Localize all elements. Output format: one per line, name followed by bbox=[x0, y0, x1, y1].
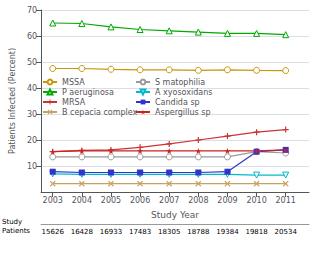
svg-text:Candida sp: Candida sp bbox=[155, 98, 200, 107]
svg-text:A xyosoxidans: A xyosoxidans bbox=[155, 88, 212, 97]
svg-text:2008: 2008 bbox=[188, 196, 208, 205]
svg-text:2006: 2006 bbox=[130, 196, 150, 205]
svg-text:18305: 18305 bbox=[158, 228, 180, 236]
svg-text:2009: 2009 bbox=[217, 196, 237, 205]
svg-text:Study Year: Study Year bbox=[151, 210, 199, 220]
svg-text:40: 40 bbox=[27, 84, 37, 93]
svg-text:30: 30 bbox=[27, 110, 37, 119]
svg-text:Aspergillus sp: Aspergillus sp bbox=[155, 108, 211, 117]
svg-text:Patients Infected (Percent): Patients Infected (Percent) bbox=[8, 48, 17, 154]
svg-text:20: 20 bbox=[27, 136, 37, 145]
svg-text:16933: 16933 bbox=[100, 228, 122, 236]
svg-text:17483: 17483 bbox=[129, 228, 151, 236]
svg-text:P aeruginosa: P aeruginosa bbox=[62, 88, 114, 97]
svg-text:MRSA: MRSA bbox=[62, 98, 86, 107]
svg-text:20534: 20534 bbox=[275, 228, 298, 236]
svg-text:2003: 2003 bbox=[43, 196, 63, 205]
svg-text:19818: 19818 bbox=[245, 228, 267, 236]
svg-text:Patients: Patients bbox=[2, 227, 30, 235]
svg-text:2007: 2007 bbox=[159, 196, 179, 205]
svg-text:16428: 16428 bbox=[71, 228, 93, 236]
svg-text:18788: 18788 bbox=[187, 228, 209, 236]
svg-text:S matophilia: S matophilia bbox=[155, 78, 205, 87]
svg-text:15626: 15626 bbox=[42, 228, 65, 236]
svg-text:B cepacia complex: B cepacia complex bbox=[62, 108, 138, 117]
svg-text:2010: 2010 bbox=[246, 196, 266, 205]
svg-text:2011: 2011 bbox=[276, 196, 296, 205]
svg-text:70: 70 bbox=[27, 6, 37, 15]
svg-text:2004: 2004 bbox=[72, 196, 92, 205]
svg-text:10: 10 bbox=[27, 162, 37, 171]
svg-text:2005: 2005 bbox=[101, 196, 121, 205]
svg-text:Study: Study bbox=[2, 218, 22, 226]
svg-text:MSSA: MSSA bbox=[62, 78, 85, 87]
svg-text:60: 60 bbox=[27, 32, 37, 41]
svg-text:19384: 19384 bbox=[216, 228, 239, 236]
svg-text:50: 50 bbox=[27, 58, 37, 67]
